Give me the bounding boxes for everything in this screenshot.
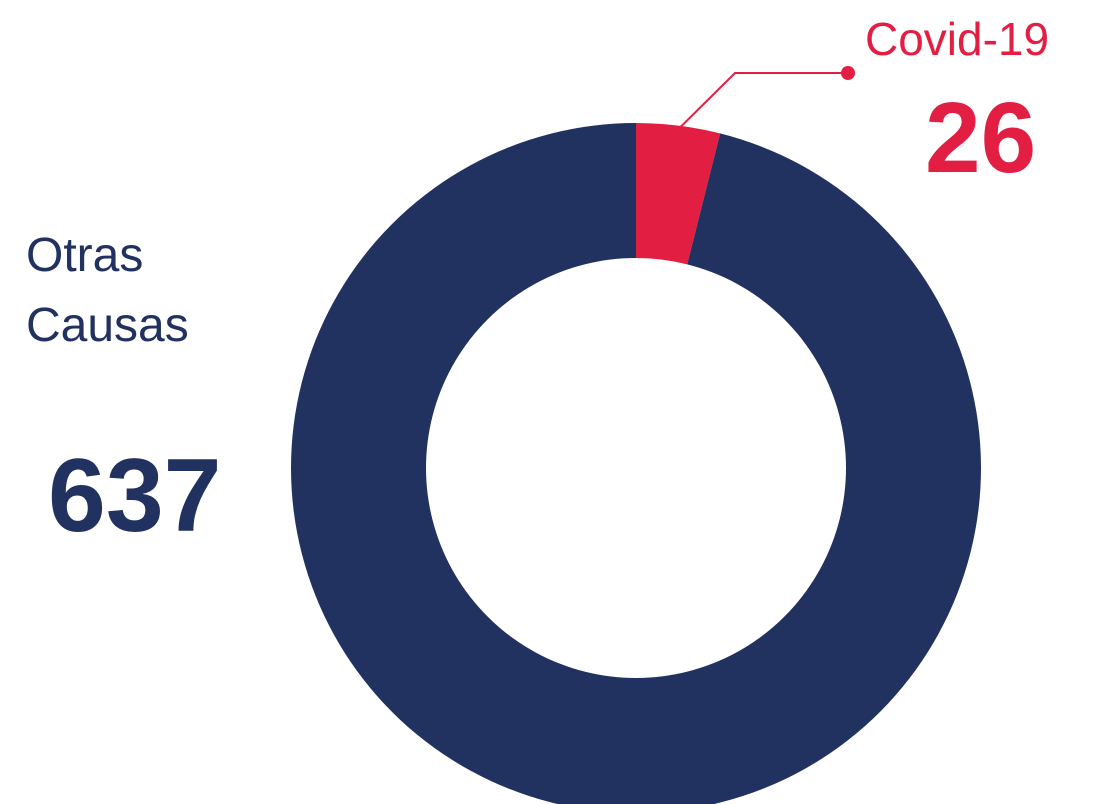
donut-slices — [291, 123, 981, 804]
otras-causas-label-line2: Causas — [26, 302, 189, 350]
leader-line — [678, 73, 848, 130]
leader-dot — [841, 66, 855, 80]
covid-19-label: Covid-19 — [865, 16, 1049, 62]
otras-causas-value-label: 637 — [48, 444, 222, 548]
covid-19-value-label: 26 — [925, 88, 1036, 188]
covid-leader-line — [678, 66, 855, 130]
otras-causas-label-line1: Otras — [26, 232, 143, 280]
